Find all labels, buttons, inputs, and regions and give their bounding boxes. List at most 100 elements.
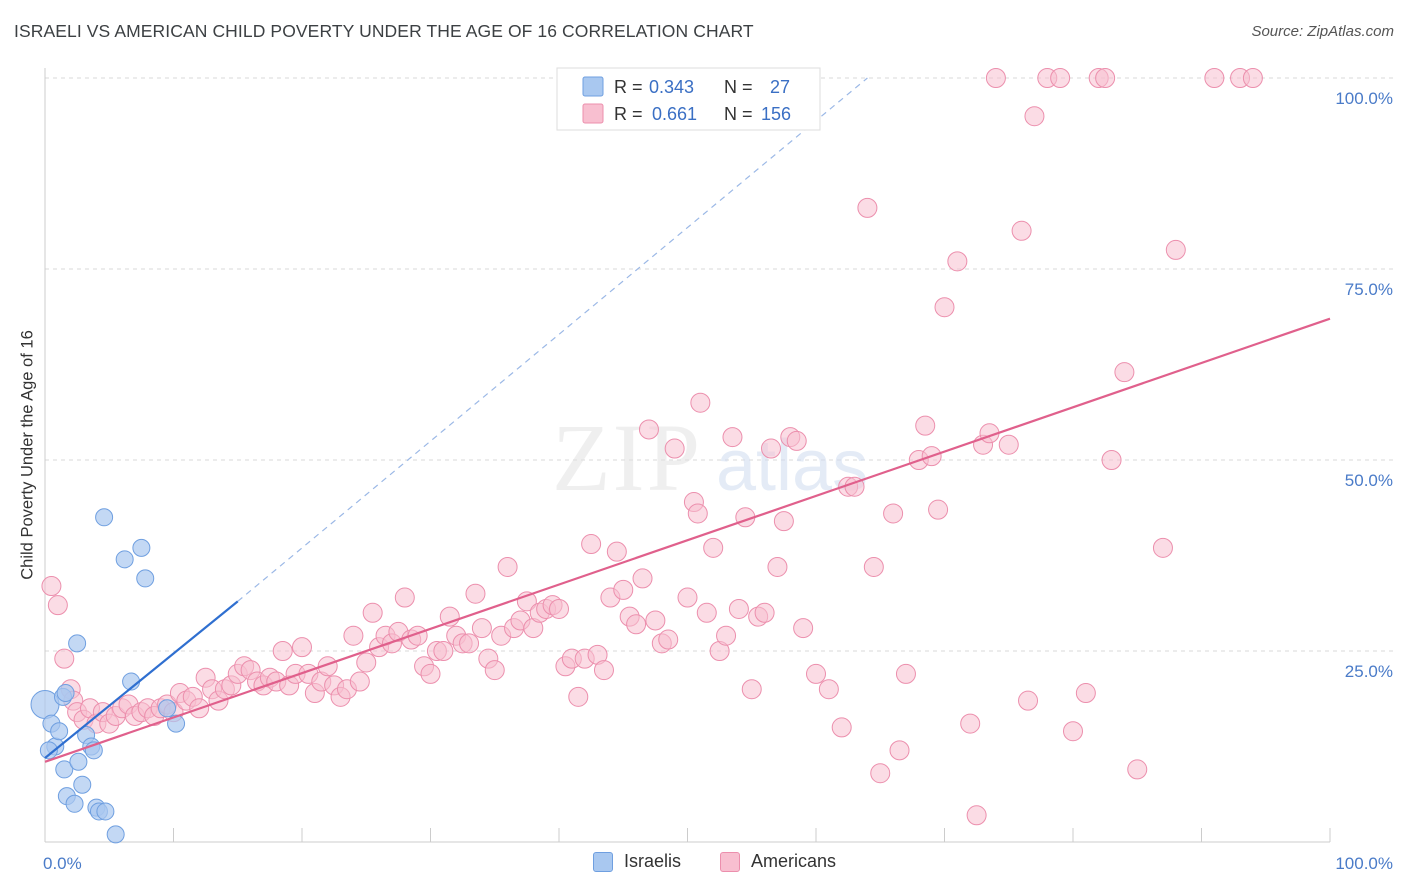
american-point	[934, 297, 955, 318]
american-point	[767, 556, 788, 577]
american-point	[1204, 68, 1225, 88]
israeli-point	[65, 794, 84, 813]
american-point	[349, 671, 370, 692]
x-tick-label: 0.0%	[43, 854, 82, 873]
american-point	[831, 717, 852, 738]
american-point	[47, 595, 68, 616]
israeli-point	[68, 634, 87, 653]
american-point	[1114, 362, 1135, 383]
legend-r-value-2: 0.661	[652, 104, 697, 124]
israelis-trend-line	[44, 600, 239, 759]
americans-label: Americans	[751, 851, 837, 871]
legend-n-label-1: N =	[724, 77, 753, 97]
american-point	[1011, 220, 1032, 241]
y-tick-label: 50.0%	[1345, 471, 1393, 490]
american-point	[818, 679, 839, 700]
american-point	[343, 625, 364, 646]
legend-n-label-2: N =	[724, 104, 753, 124]
y-tick-label: 75.0%	[1345, 280, 1393, 299]
american-point	[1127, 759, 1148, 780]
legend-r-label-2: R =	[614, 104, 643, 124]
american-point	[687, 503, 708, 524]
bottom-legend-israelis: Israelis	[593, 851, 681, 872]
watermark-zip: ZIP	[552, 404, 702, 511]
american-point	[915, 415, 936, 436]
american-point	[947, 251, 968, 272]
legend-r-label-1: R =	[614, 77, 643, 97]
american-point	[272, 641, 293, 661]
american-point	[985, 68, 1006, 88]
american-point	[1075, 683, 1096, 704]
israelis-points	[30, 508, 186, 844]
americans-swatch	[720, 851, 740, 872]
american-point	[292, 637, 312, 658]
american-point	[606, 541, 627, 562]
american-point	[664, 438, 685, 459]
american-point	[793, 618, 814, 639]
american-point	[1152, 537, 1173, 558]
american-point	[1242, 68, 1263, 88]
american-point	[581, 534, 602, 555]
american-point	[613, 579, 634, 600]
legend-swatch-israelis	[582, 76, 604, 97]
american-point	[1095, 68, 1116, 88]
american-point	[459, 633, 480, 654]
american-point	[1101, 450, 1122, 470]
american-point	[870, 763, 891, 784]
israeli-point	[95, 508, 114, 527]
correlation-legend: R = 0.343 N = 27 R = 0.661 N = 156	[556, 67, 821, 131]
american-point	[895, 663, 916, 684]
israeli-point	[115, 550, 134, 569]
american-point	[703, 537, 724, 558]
american-point	[420, 663, 441, 684]
x-tick-label: 100.0%	[1335, 854, 1393, 873]
american-point	[41, 576, 62, 597]
israeli-point	[136, 569, 155, 588]
american-point	[54, 648, 75, 669]
american-point	[998, 434, 1019, 455]
israelis-swatch	[593, 851, 613, 872]
american-point	[626, 614, 647, 635]
american-point	[658, 629, 679, 650]
american-point	[471, 618, 492, 639]
israeli-point	[167, 714, 186, 733]
american-point	[696, 602, 717, 623]
american-point	[786, 430, 807, 451]
american-point	[549, 598, 569, 619]
american-point	[645, 610, 666, 631]
chart-title: ISRAELI VS AMERICAN CHILD POVERTY UNDER …	[14, 21, 754, 41]
american-point	[394, 587, 415, 608]
american-point	[889, 740, 910, 761]
american-point	[1050, 68, 1071, 88]
american-point	[966, 805, 987, 826]
israeli-point	[69, 752, 88, 771]
american-point	[773, 511, 794, 532]
american-point	[484, 660, 505, 681]
american-point	[928, 499, 949, 520]
american-point	[741, 679, 762, 700]
israeli-point	[50, 722, 69, 741]
legend-r-value-1: 0.343	[649, 77, 694, 97]
israelis-trend-extension	[237, 77, 868, 602]
american-point	[632, 568, 653, 589]
y-tick-label: 100.0%	[1335, 89, 1393, 108]
israeli-point	[55, 760, 74, 779]
american-point	[806, 663, 826, 684]
american-point	[728, 598, 749, 619]
american-point	[754, 602, 775, 623]
israeli-point	[39, 741, 58, 760]
americans-points	[41, 68, 1263, 826]
legend-swatch-americans	[582, 103, 604, 124]
american-point	[883, 503, 904, 524]
american-point	[690, 392, 711, 413]
israeli-point	[73, 775, 92, 794]
israeli-point	[132, 538, 151, 557]
american-point	[863, 556, 884, 577]
american-point	[1165, 239, 1186, 260]
bottom-legend-americans: Americans	[720, 851, 836, 872]
american-point	[857, 197, 878, 218]
american-point	[761, 438, 782, 459]
legend-n-value-2: 156	[761, 104, 791, 124]
american-point	[362, 602, 383, 623]
